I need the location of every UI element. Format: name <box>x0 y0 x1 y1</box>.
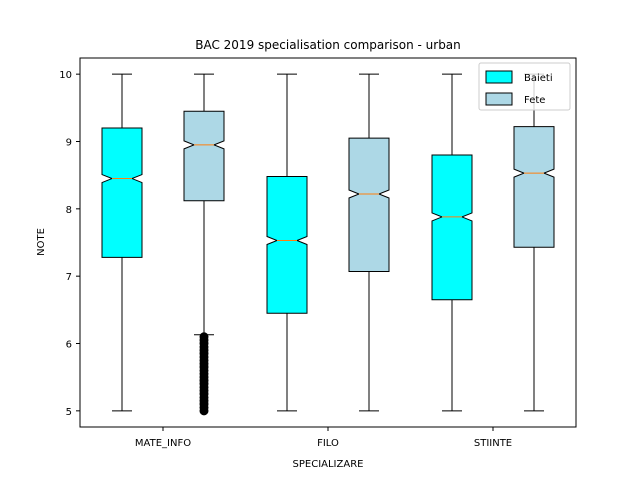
box-fete <box>183 110 225 202</box>
y-tick-label: 8 <box>66 205 72 216</box>
x-tick-label: FILO <box>317 438 339 449</box>
y-axis-label: NOTE <box>36 228 47 256</box>
box-baieti <box>431 154 473 301</box>
y-tick-label: 10 <box>59 70 72 81</box>
legend-swatch-fete <box>485 92 513 106</box>
box-baieti <box>266 176 308 314</box>
chart-title: BAC 2019 specialisation comparison - urb… <box>195 38 461 52</box>
legend-label-baieti: Baieti <box>524 73 553 84</box>
box-fete <box>513 126 555 248</box>
y-tick-label: 7 <box>66 272 72 283</box>
legend-swatch-baieti <box>485 70 513 84</box>
y-tick-label: 5 <box>66 407 72 418</box>
legend-label-fete: Fete <box>524 95 545 106</box>
y-tick-label: 9 <box>66 137 72 148</box>
box-baieti <box>101 127 143 258</box>
x-tick-label: STIINTE <box>474 438 512 449</box>
y-tick-label: 6 <box>66 340 72 351</box>
outlier-point <box>199 406 209 416</box>
plot-area: 5 6 7 8 9 10 MATE_INFO FILO STIINTE Baieti Fete <box>59 57 577 449</box>
x-tick-label: MATE_INFO <box>135 438 191 449</box>
plot-frame <box>79 57 577 428</box>
box-fete <box>348 137 390 272</box>
x-axis-label: SPECIALIZARE <box>293 459 364 470</box>
